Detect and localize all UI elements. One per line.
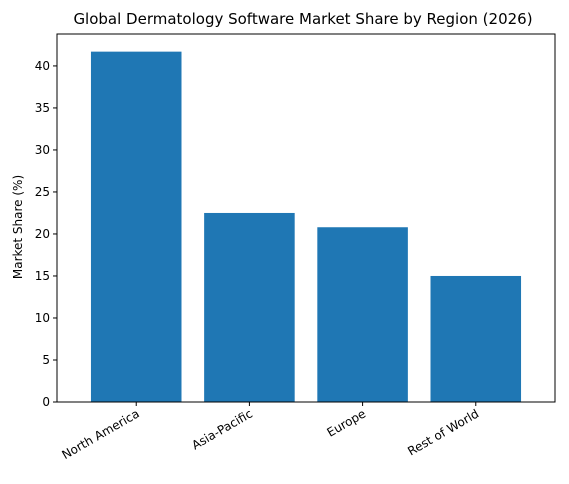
bar-europe <box>317 227 408 402</box>
x-axis: North America Asia-Pacific Europe Rest of W… <box>59 402 481 462</box>
y-tick-label: 30 <box>35 143 50 157</box>
bar-north-america <box>90 51 182 403</box>
bars-group <box>90 51 522 403</box>
plot-frame <box>56 33 556 403</box>
y-tick-label: 10 <box>35 311 50 325</box>
x-tick-label: Europe <box>325 406 369 439</box>
y-tick-label: 15 <box>35 269 50 283</box>
bar-asia-pacific <box>204 212 295 402</box>
y-tick-label: 0 <box>42 395 50 409</box>
x-tick-label: North America <box>59 406 141 462</box>
y-tick-label: 5 <box>42 353 50 367</box>
chart-title: Global Dermatology Software Market Share… <box>73 10 532 28</box>
y-tick-label: 25 <box>35 185 50 199</box>
bar-rest-of-world <box>430 275 522 402</box>
y-axis-label: Market Share (%) <box>11 175 25 279</box>
y-tick-label: 35 <box>35 101 50 115</box>
y-tick-label: 20 <box>35 227 50 241</box>
y-axis: 0 5 10 15 20 25 30 35 40 <box>35 59 57 409</box>
y-tick-label: 40 <box>35 59 50 73</box>
x-tick-label: Asia-Pacific <box>189 406 255 452</box>
x-tick-label: Rest of World <box>405 406 481 458</box>
